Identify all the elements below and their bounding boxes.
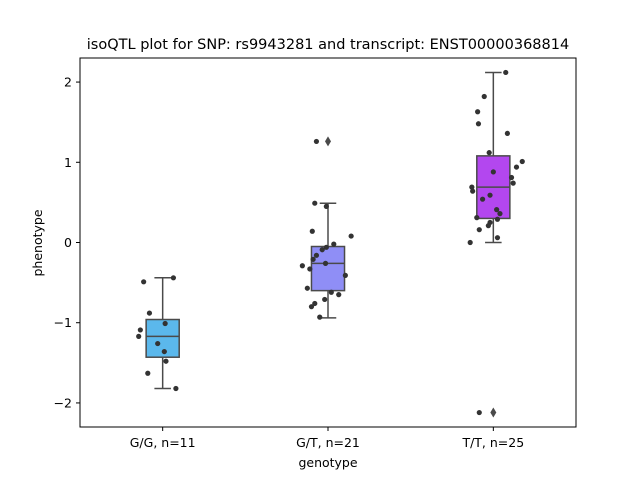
data-point [476,227,482,233]
data-point [163,358,169,364]
outlier-marker [325,136,331,147]
data-point [474,215,480,221]
data-point [486,150,492,156]
data-point [307,266,313,272]
y-tick-label: −2 [54,395,72,410]
data-point [317,314,323,320]
data-point [342,272,348,278]
data-point [310,256,316,262]
data-point [494,216,501,222]
x-tick-label: T/T, n=25 [461,435,524,450]
data-point [304,285,310,291]
data-point [485,223,491,229]
data-point [161,348,167,355]
data-point [313,252,320,258]
data-point [490,169,496,175]
data-point [155,340,161,347]
data-point [323,244,329,250]
data-point [336,292,342,298]
data-point [503,69,509,76]
data-point [173,385,179,392]
data-point [467,239,473,246]
data-point [322,296,328,303]
y-axis-label: phenotype [30,209,45,276]
data-point [309,228,315,234]
data-point [322,260,329,266]
y-tick-label: 2 [64,75,72,90]
data-point [141,279,147,285]
x-tick-label: G/T, n=21 [296,435,360,450]
data-point [145,370,151,376]
data-point [504,130,510,137]
data-point [481,93,487,100]
chart-title: isoQTL plot for SNP: rs9943281 and trans… [87,37,569,53]
data-point [319,247,325,253]
plot-frame [79,57,577,428]
data-point [308,304,315,310]
data-point [476,409,482,416]
y-tick-label: −1 [54,315,72,330]
data-point [494,235,501,241]
data-point [312,200,318,206]
data-point [519,158,525,165]
data-point [348,233,354,239]
data-point [312,300,318,307]
y-tick-label: 1 [64,155,72,170]
data-point [479,196,486,202]
data-point [170,275,177,281]
data-point [136,333,142,339]
data-point [328,289,334,295]
data-point [494,207,500,213]
x-axis-label: genotype [298,455,357,470]
data-point [470,188,476,194]
data-point [299,263,305,269]
data-point [162,320,168,327]
data-point [331,241,337,247]
data-point [323,203,329,210]
data-point [313,138,320,145]
data-point [475,109,481,115]
y-tick-label: 0 [64,235,72,250]
x-tick-label: G/G, n=11 [130,435,196,450]
outlier-marker [490,407,497,418]
data-point [510,180,516,186]
data-point [475,121,482,127]
data-point [513,164,520,170]
data-point [487,192,493,198]
data-point [508,174,515,181]
data-point [146,310,153,316]
data-point [469,184,475,190]
data-point [497,211,503,217]
data-point [137,327,143,333]
